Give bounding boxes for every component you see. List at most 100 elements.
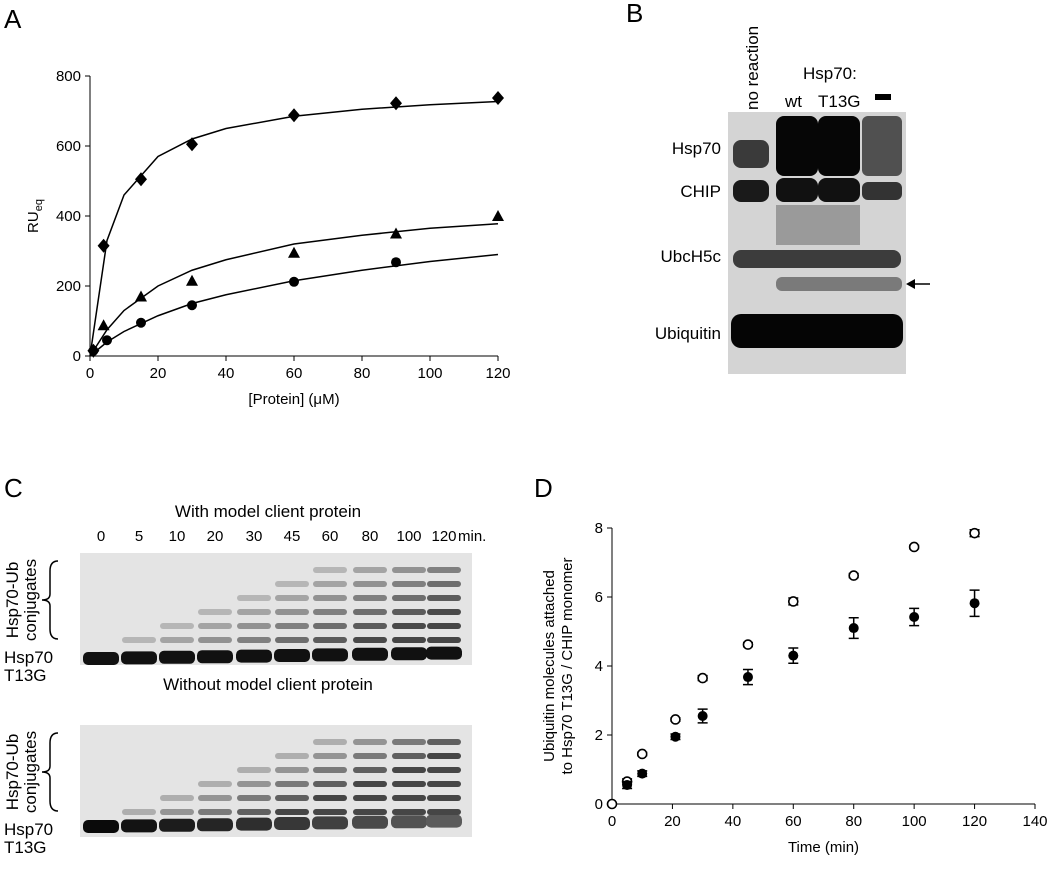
panel-letter: B <box>626 0 643 28</box>
gel-ladder-band <box>427 767 461 773</box>
x-tick-label: 60 <box>785 813 802 830</box>
gel-ladder-band <box>160 795 194 801</box>
gel-band <box>731 314 903 348</box>
gel-ladder-band <box>427 623 461 629</box>
point <box>969 527 980 539</box>
y-tick-label: 4 <box>595 658 603 675</box>
panel-letter: C <box>4 473 23 503</box>
x-tick-label: 140 <box>1022 813 1047 830</box>
gel-ladder-band <box>353 795 387 801</box>
fit-line <box>89 253 499 357</box>
gel-ladder-band <box>160 623 194 629</box>
y-axis-label-main: RU <box>25 211 42 233</box>
bracket-label: conjugates <box>21 559 40 641</box>
gel-ladder-band <box>392 609 426 615</box>
gel-ladder-band <box>353 767 387 773</box>
gel-ladder-band <box>275 809 309 815</box>
gel-band <box>352 647 388 661</box>
gel-band <box>733 250 901 268</box>
gel-ladder-band <box>275 767 309 773</box>
bracket-label: conjugates <box>21 731 40 813</box>
gel-ladder-band <box>313 623 347 629</box>
gel-ladder-band <box>427 781 461 787</box>
gel-ladder-band <box>313 595 347 601</box>
gel-ladder-band <box>237 623 271 629</box>
lane-label: wt <box>784 92 802 111</box>
y-axis-label: RUeq <box>25 199 45 233</box>
gel-ladder-band <box>392 781 426 787</box>
point <box>670 714 681 725</box>
x-axis-label: [Protein] (μM) <box>248 391 339 408</box>
gel-ladder-band <box>392 753 426 759</box>
gel-ladder-band <box>237 795 271 801</box>
gel-ladder-band <box>198 623 232 629</box>
gel-ladder-band <box>353 623 387 629</box>
point <box>186 274 198 286</box>
point <box>742 672 753 683</box>
gel-ladder-band <box>427 595 461 601</box>
band-label: T13G <box>4 838 47 857</box>
point <box>697 711 708 722</box>
gel-ladder-band <box>237 637 271 643</box>
band-label: T13G <box>4 666 47 685</box>
gel-band <box>312 648 348 662</box>
x-tick-label: 60 <box>286 365 303 382</box>
time-unit: min. <box>458 528 486 545</box>
time-label: 0 <box>97 528 105 545</box>
band-label: CHIP <box>680 182 721 201</box>
gel-ladder-band <box>198 637 232 643</box>
gel-ladder-band <box>313 637 347 643</box>
gel-ladder-band <box>275 753 309 759</box>
point <box>492 210 504 221</box>
gel-ladder-band <box>275 781 309 787</box>
gel-ladder-band <box>392 581 426 587</box>
gel-ladder-band <box>392 795 426 801</box>
bracket-label: Hsp70-Ub <box>3 562 22 639</box>
gel-ladder-band <box>237 595 271 601</box>
gel-ladder-band <box>313 767 347 773</box>
gel-ladder-band <box>313 567 347 573</box>
y-tick-label: 600 <box>56 138 81 155</box>
point <box>390 96 402 111</box>
gel-c: 0 5 10 20 30 45 60 80 100 120 min. With model clien… <box>3 502 486 857</box>
point <box>637 768 648 779</box>
gel-band <box>426 646 462 660</box>
gel-band <box>733 140 769 168</box>
gel-ladder-band <box>313 739 347 745</box>
panel-letter: D <box>534 473 553 503</box>
y-tick-label: 0 <box>595 796 603 813</box>
y-tick-label: 6 <box>595 589 603 606</box>
gel-ladder-band <box>313 609 347 615</box>
gel-band <box>776 178 818 202</box>
gel-band <box>121 651 157 665</box>
gel-title: Without model client protein <box>163 675 373 694</box>
gel-band <box>236 817 272 831</box>
lane-group-label: Hsp70: <box>803 64 857 83</box>
gel-band <box>121 819 157 833</box>
gel-ladder-band <box>392 595 426 601</box>
point <box>969 598 980 609</box>
y-axis-label-sub: eq <box>33 199 45 211</box>
gel-band <box>236 649 272 663</box>
gel-band <box>818 116 860 176</box>
gel-ladder-band <box>237 781 271 787</box>
time-label: 80 <box>362 528 379 545</box>
gel-smear <box>776 205 860 245</box>
band-label: Hsp70 <box>4 648 53 667</box>
gel-ladder-band <box>198 781 232 787</box>
point <box>97 319 110 331</box>
x-axis-label: Time (min) <box>788 839 859 856</box>
point <box>788 650 799 661</box>
y-axis-label: to Hsp70 T13G / CHIP monomer <box>559 557 576 774</box>
point <box>135 290 147 302</box>
gel-band <box>391 815 427 829</box>
time-label: 5 <box>135 528 143 545</box>
point <box>787 596 799 607</box>
band-label: Hsp70 <box>672 139 721 158</box>
point <box>622 780 633 791</box>
time-label: 30 <box>246 528 263 545</box>
gel-ladder-band <box>427 609 461 615</box>
x-tick-label: 100 <box>902 813 927 830</box>
